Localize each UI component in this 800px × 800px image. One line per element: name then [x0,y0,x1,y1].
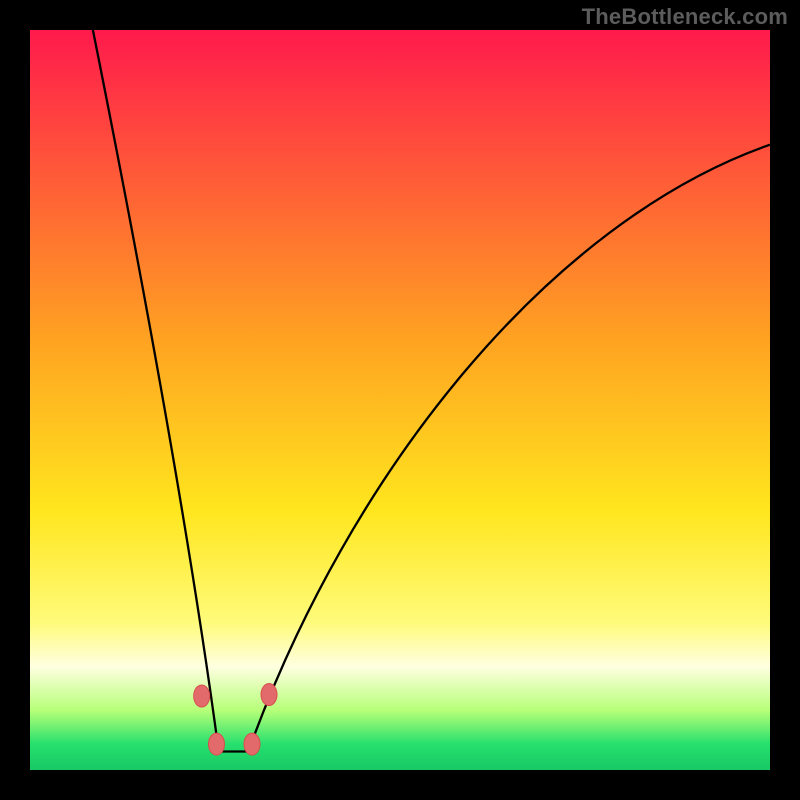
chart-background [30,30,770,770]
marker-dot [261,684,277,706]
watermark-label: TheBottleneck.com [582,4,788,30]
chart-svg [30,30,770,770]
chart-frame: TheBottleneck.com [0,0,800,800]
marker-dot [244,733,260,755]
marker-dot [208,733,224,755]
marker-dot [194,685,210,707]
chart-plot [30,30,770,770]
